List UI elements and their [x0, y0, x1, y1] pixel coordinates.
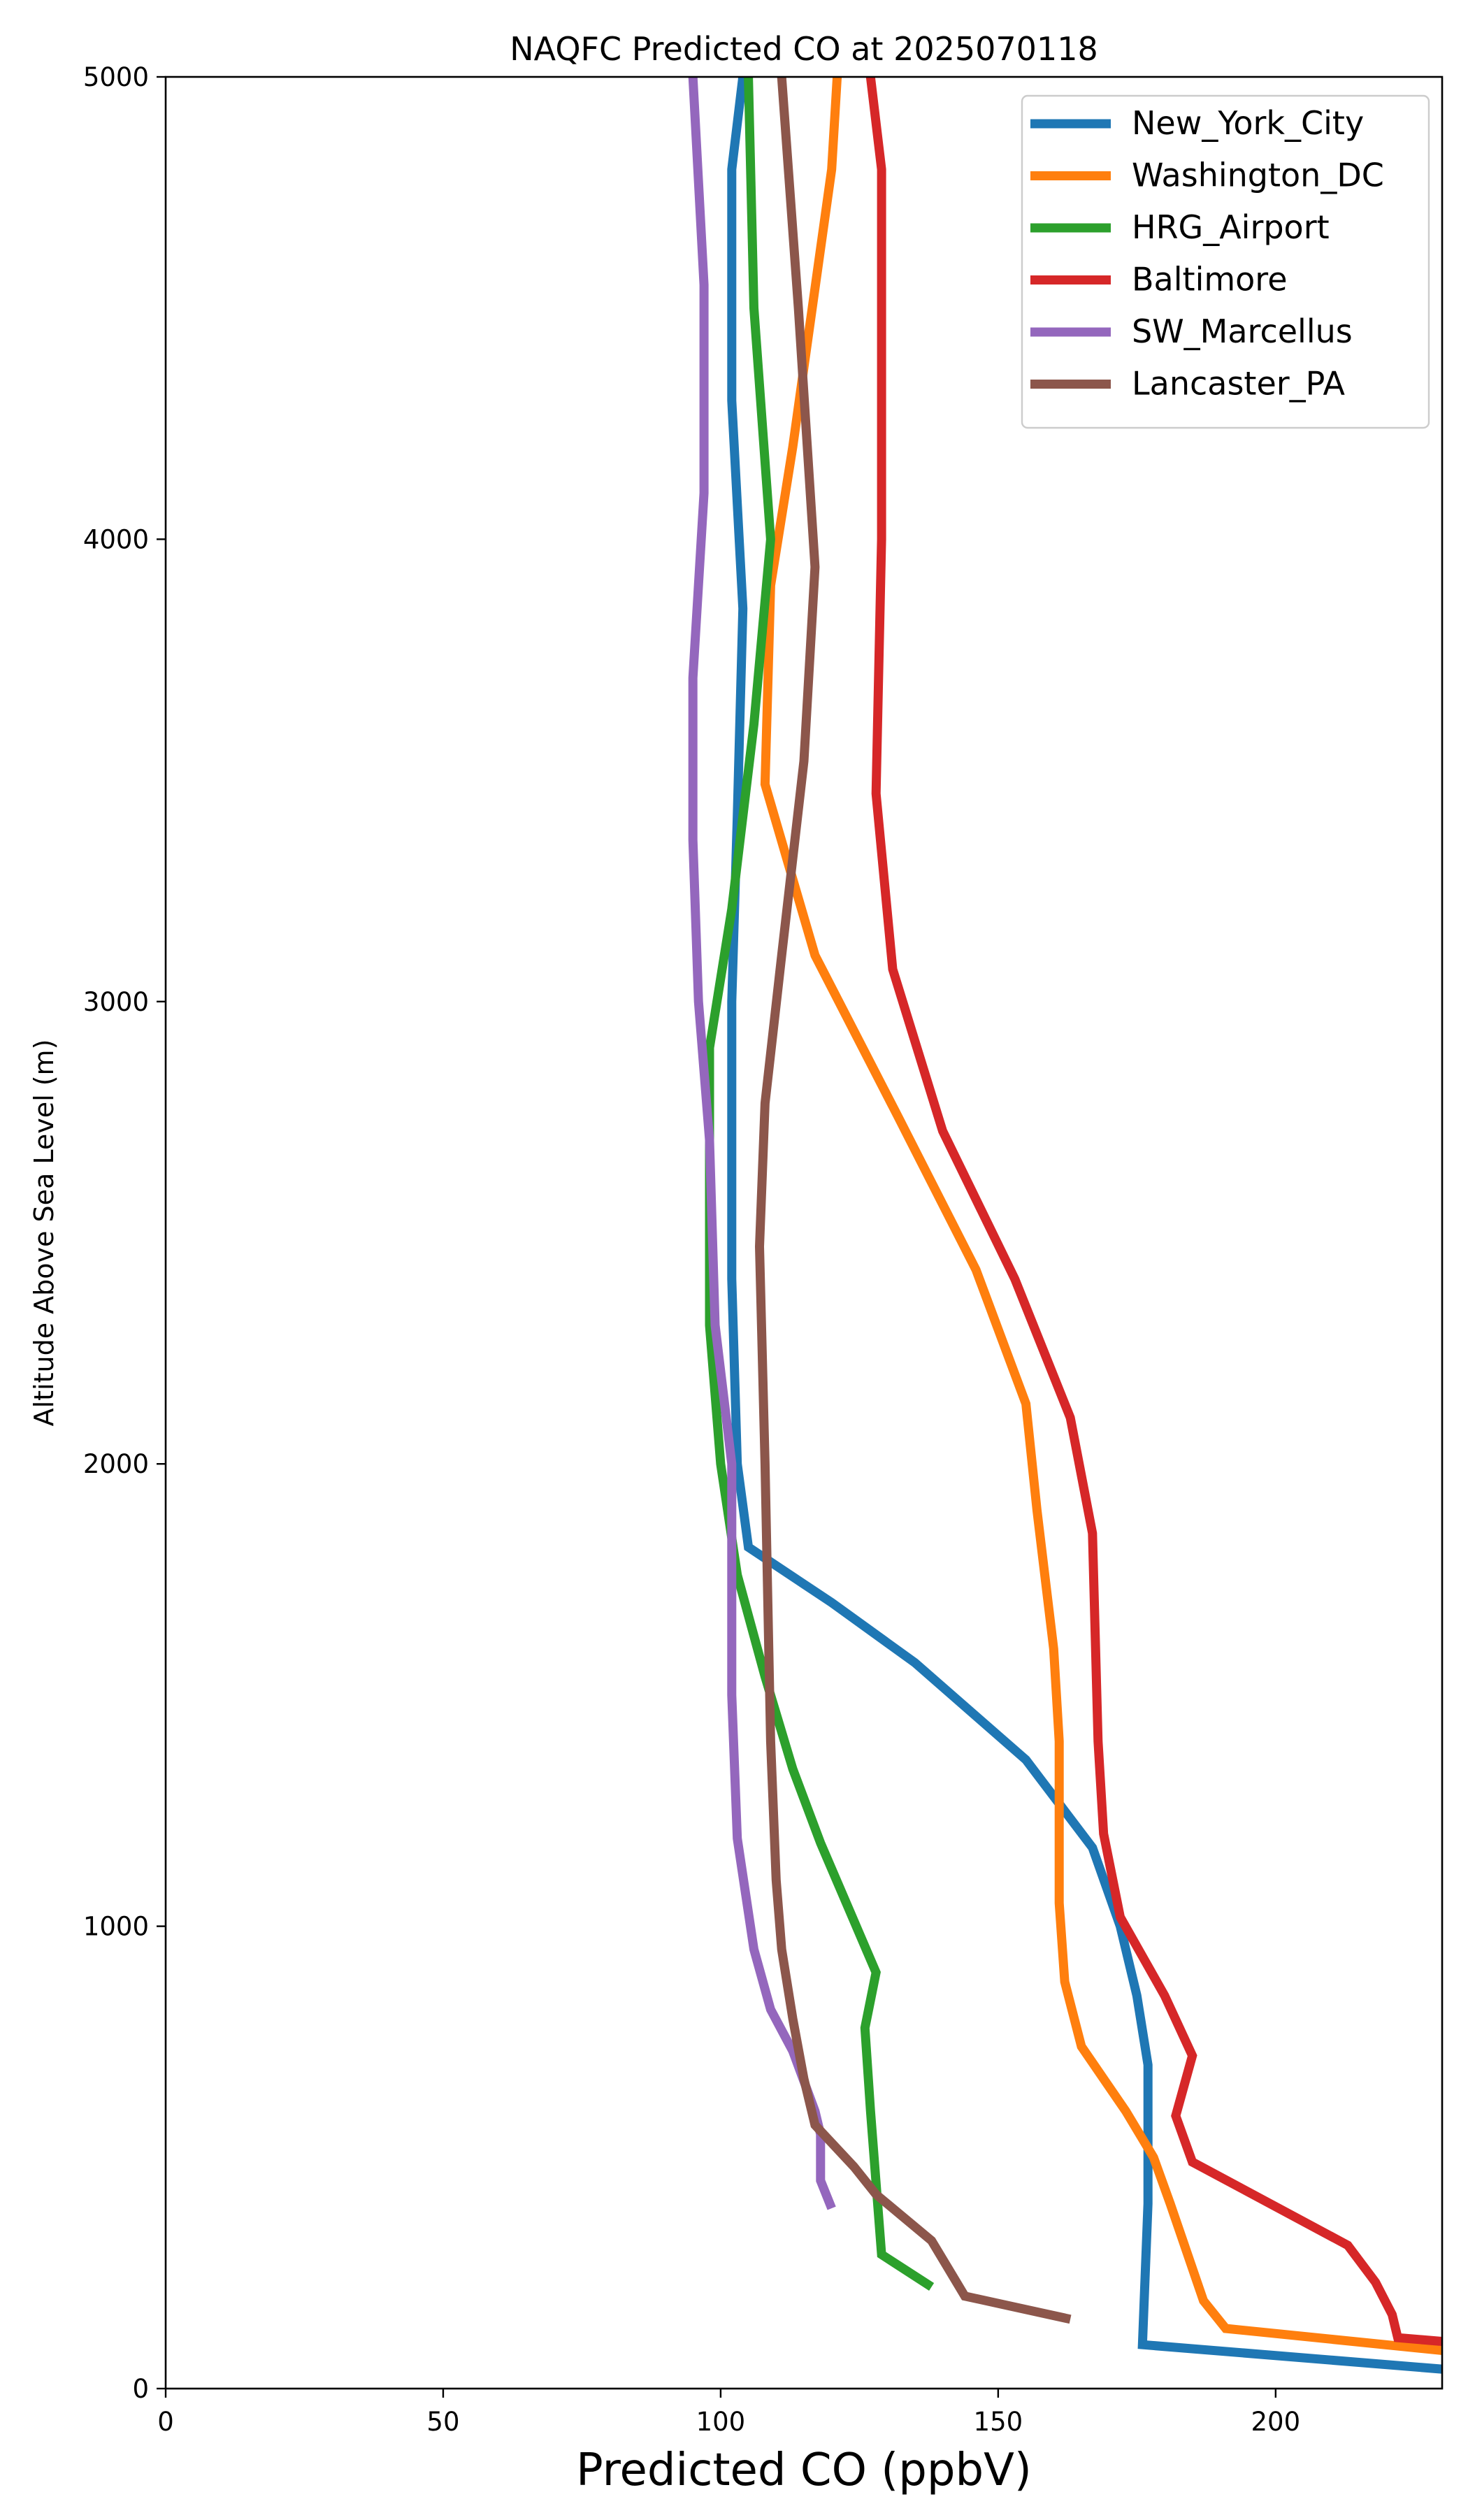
legend-label-sw-marcellus: SW_Marcellus	[1132, 312, 1353, 350]
x-tick-label: 100	[696, 2407, 746, 2437]
y-tick-label: 4000	[83, 524, 149, 554]
y-tick-label: 2000	[83, 1449, 149, 1479]
legend-label-lancaster-pa: Lancaster_PA	[1132, 365, 1345, 403]
plot-frame	[164, 75, 1444, 2390]
x-tick-label: 0	[157, 2407, 174, 2437]
series-line-hrg-airport	[705, 77, 935, 2291]
legend-label-hrg-airport: HRG_Airport	[1132, 208, 1330, 246]
legend: New_York_City Washington_DC HRG_Airport Bal…	[1021, 94, 1430, 429]
legend-box	[1021, 94, 1430, 429]
legend-label-baltimore: Baltimore	[1132, 261, 1288, 298]
chart-title: NAQFC Predicted CO at 2025070118	[510, 30, 1098, 68]
y-tick-label: 0	[132, 2374, 149, 2404]
y-tick-label: 1000	[83, 1912, 149, 1942]
series-line-washington-dc	[760, 77, 1442, 2356]
series-line-new-york-city	[727, 77, 1442, 2374]
legend-label-washington-dc: Washington_DC	[1132, 157, 1384, 194]
y-axis-label: Altitude Above Sea Level (m)	[29, 1039, 59, 1427]
y-tick-label: 5000	[83, 62, 149, 92]
x-tick-label: 50	[426, 2407, 459, 2437]
series-line-baltimore	[865, 77, 1442, 2347]
y-tick-label: 3000	[83, 987, 149, 1017]
x-tick-label: 200	[1251, 2407, 1301, 2437]
x-axis-label: Predicted CO (ppbV)	[576, 2445, 1032, 2496]
legend-label-new-york-city: New_York_City	[1132, 104, 1364, 142]
x-tick-label: 150	[974, 2407, 1023, 2437]
series-line-lancaster-pa	[754, 77, 1072, 2324]
